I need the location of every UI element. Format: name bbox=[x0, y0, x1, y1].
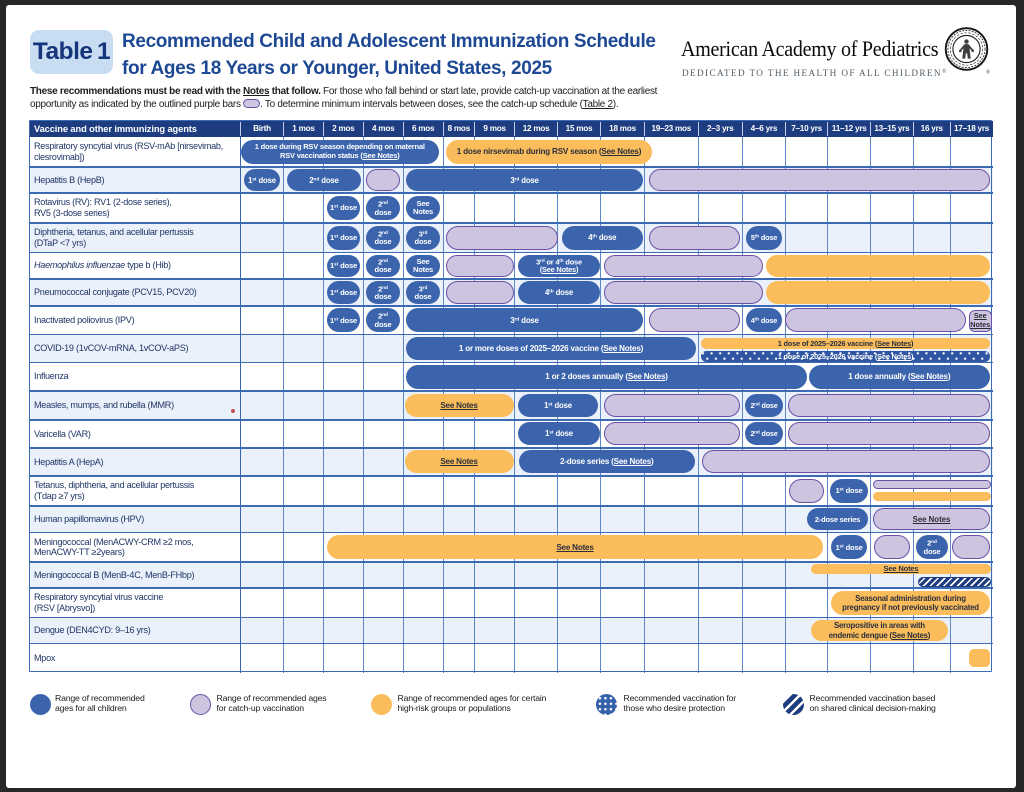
svg-text:®: ® bbox=[986, 69, 990, 75]
